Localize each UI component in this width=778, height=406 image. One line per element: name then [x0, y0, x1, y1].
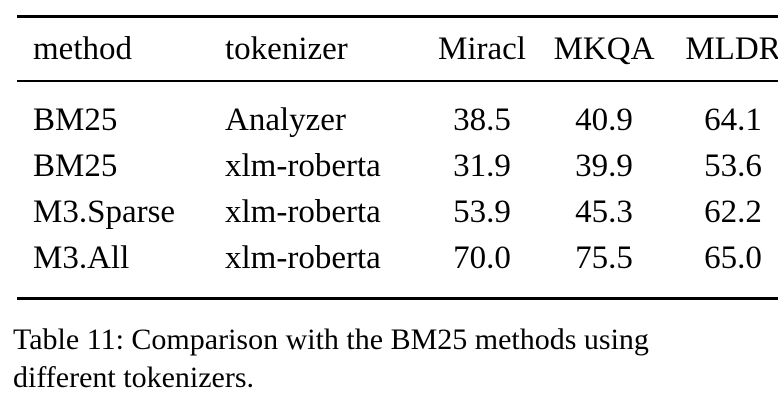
cell-method: M3.Sparse [33, 193, 176, 230]
cell-tokenizer: xlm-roberta [225, 239, 381, 276]
cell-mldr: 62.2 [704, 193, 762, 230]
caption-line-1: Table 11: Comparison with the BM25 metho… [13, 323, 649, 356]
col-header-mkqa: MKQA [553, 30, 655, 67]
cell-mkqa: 39.9 [575, 147, 633, 184]
cell-mkqa: 45.3 [575, 193, 633, 230]
caption-line-2: different tokenizers. [13, 361, 255, 394]
table-row: M3.All xlm-roberta 70.0 75.5 65.0 [17, 235, 778, 299]
col-header-miracl: Miracl [438, 30, 526, 67]
cell-mldr: 64.1 [704, 101, 762, 138]
table-caption: Table 11: Comparison with the BM25 metho… [13, 321, 773, 397]
cell-miracl: 70.0 [453, 239, 511, 276]
cell-tokenizer: xlm-roberta [225, 147, 381, 184]
table-row: BM25 xlm-roberta 31.9 39.9 53.6 [17, 143, 778, 189]
table-row: BM25 Analyzer 38.5 40.9 64.1 [17, 81, 778, 143]
cell-method: M3.All [33, 239, 130, 276]
col-header-mldr: MLDR [685, 30, 778, 67]
cell-mkqa: 75.5 [575, 239, 633, 276]
cell-miracl: 53.9 [453, 193, 511, 230]
col-header-tokenizer: tokenizer [225, 30, 348, 67]
results-table: method tokenizer Miracl MKQA MLDR BM25 A… [17, 15, 778, 300]
table-row: M3.Sparse xlm-roberta 53.9 45.3 62.2 [17, 189, 778, 235]
cell-mkqa: 40.9 [575, 101, 633, 138]
header-row: method tokenizer Miracl MKQA MLDR [17, 17, 778, 81]
cell-mldr: 53.6 [704, 147, 762, 184]
cell-tokenizer: Analyzer [225, 101, 346, 138]
cell-mldr: 65.0 [704, 239, 762, 276]
cell-tokenizer: xlm-roberta [225, 193, 381, 230]
cell-method: BM25 [33, 101, 118, 138]
cell-miracl: 31.9 [453, 147, 511, 184]
cell-method: BM25 [33, 147, 118, 184]
col-header-method: method [33, 30, 132, 67]
cell-miracl: 38.5 [453, 101, 511, 138]
results-table-wrap: method tokenizer Miracl MKQA MLDR BM25 A… [17, 15, 778, 300]
